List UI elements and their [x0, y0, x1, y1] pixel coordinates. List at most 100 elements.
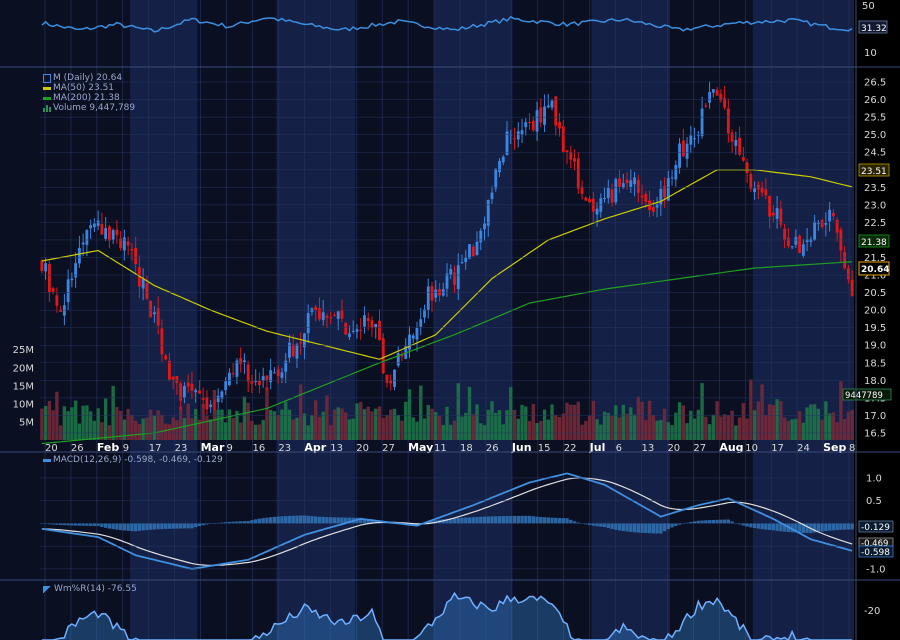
macd-histogram-bar — [122, 523, 127, 531]
volume-bar — [58, 425, 63, 440]
candle-body — [820, 220, 824, 227]
date-label: Sep — [823, 441, 846, 454]
candle-body — [828, 209, 832, 222]
volume-bar — [141, 418, 145, 440]
macd-histogram-bar — [208, 523, 213, 524]
volume-bar — [287, 409, 292, 440]
candle-body — [145, 283, 149, 299]
volume-bar — [332, 409, 337, 440]
macd-histogram-bar — [494, 516, 498, 524]
macd-histogram-bar — [629, 523, 633, 532]
volume-bar — [557, 416, 562, 440]
volume-bar — [426, 405, 430, 440]
volume-bar — [118, 410, 123, 440]
top-axis-tick-50: 50 — [862, 1, 875, 12]
volume-bar — [456, 383, 460, 440]
macd-signal-value-label: -0.469 — [861, 539, 888, 549]
macd-histogram-bar — [381, 522, 385, 524]
candle-body — [483, 223, 486, 230]
volume-bar — [441, 424, 445, 440]
volume-bar — [760, 384, 764, 440]
macd-histogram-bar — [430, 520, 434, 524]
candle-body — [554, 96, 558, 126]
volume-bar — [137, 424, 142, 440]
macd-histogram-bar — [640, 523, 644, 533]
macd-histogram-bar — [617, 523, 622, 531]
volume-bar — [572, 404, 577, 440]
volume-bar — [700, 383, 704, 440]
price-tick-label: 25.5 — [864, 113, 886, 124]
candle-body — [786, 237, 790, 246]
macd-panel: 1.00.5-0.5-1.0 -0.129 -0.469 -0.598 — [40, 472, 894, 575]
volume-bar — [347, 419, 352, 440]
macd-histogram-bar — [850, 523, 854, 530]
volume-bar — [407, 389, 412, 440]
candle-body — [55, 295, 59, 306]
candle-body — [505, 131, 509, 155]
volume-bar — [494, 412, 498, 440]
volume-bar — [644, 420, 648, 440]
candle-body — [363, 315, 366, 327]
candle-body — [666, 178, 670, 201]
candle-body — [606, 187, 610, 199]
candle-body — [805, 239, 809, 243]
volume-tick-label: 25M — [13, 345, 34, 356]
macd-histogram-bar — [726, 519, 731, 524]
candle-body — [809, 239, 813, 242]
macd-histogram-bar — [55, 523, 59, 525]
candle-body — [265, 375, 269, 381]
volume-bar — [73, 400, 78, 440]
volume-bar — [797, 411, 802, 440]
candle-body — [779, 208, 783, 225]
candle-body — [543, 106, 546, 125]
volume-bar — [152, 415, 157, 440]
macd-histogram-bar — [539, 516, 543, 524]
date-label: Mar — [201, 441, 225, 454]
volume-bar — [591, 400, 595, 440]
candle-body — [96, 220, 100, 226]
price-tick-label: 26.5 — [864, 78, 886, 89]
macd-histogram-bar — [527, 515, 532, 524]
williams-r-panel: -20 — [41, 591, 880, 640]
candle-body — [366, 318, 370, 322]
macd-histogram-bar — [238, 521, 243, 524]
date-axis: 20 26 Feb 9 17 23 Mar 9 16 23 Apr 13 20 27 May 11 18 26 Ju… — [45, 441, 855, 454]
candle-body — [801, 244, 805, 256]
volume-bar — [824, 401, 828, 440]
macd-histogram-bar — [790, 523, 794, 533]
date-label: 23 — [278, 443, 291, 454]
candle-body — [284, 360, 288, 372]
macd-signal-line — [41, 477, 853, 567]
volume-bar — [554, 414, 558, 440]
candle-body — [498, 161, 501, 173]
volume-bar — [546, 419, 550, 440]
macd-histogram-bar — [299, 515, 303, 524]
candle-body — [119, 238, 123, 248]
volume-bar — [681, 405, 686, 440]
volume-bar — [235, 410, 239, 440]
candle-body — [408, 334, 411, 350]
candle-body — [228, 372, 231, 386]
macd-histogram-bar — [632, 523, 637, 533]
macd-histogram-bar — [265, 517, 269, 524]
top-last-value-box — [858, 20, 888, 34]
candle-body — [835, 219, 839, 233]
candle-body — [396, 353, 400, 366]
macd-histogram-bar — [201, 523, 205, 526]
macd-histogram-bar — [722, 519, 727, 524]
macd-histogram-bar — [824, 523, 828, 532]
price-tick-label: 20.0 — [864, 306, 886, 317]
macd-histogram-bar — [62, 523, 67, 526]
macd-histogram-bar — [797, 523, 802, 533]
macd-histogram-bar — [846, 523, 851, 530]
candle-body — [156, 308, 160, 326]
volume-bar — [231, 417, 235, 440]
macd-histogram-bar — [178, 523, 183, 529]
macd-histogram-bar — [479, 516, 483, 524]
volume-bar — [208, 419, 213, 440]
candle-body — [471, 246, 475, 257]
date-label: Feb — [97, 441, 120, 454]
volume-bar — [801, 422, 806, 440]
candle-body — [734, 139, 738, 146]
macd-histogram-bar — [749, 523, 753, 528]
